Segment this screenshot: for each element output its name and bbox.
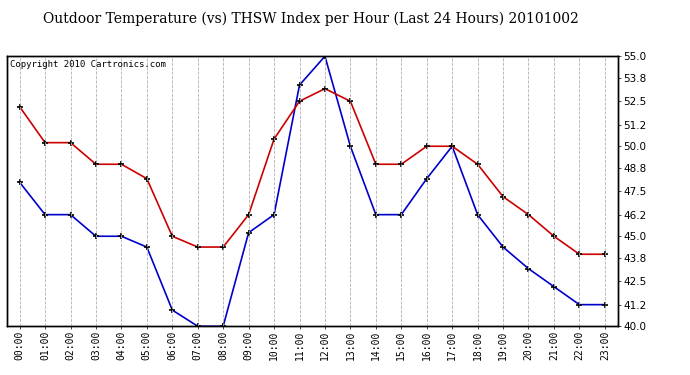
Text: Outdoor Temperature (vs) THSW Index per Hour (Last 24 Hours) 20101002: Outdoor Temperature (vs) THSW Index per … — [43, 11, 578, 26]
Text: Copyright 2010 Cartronics.com: Copyright 2010 Cartronics.com — [10, 60, 166, 69]
